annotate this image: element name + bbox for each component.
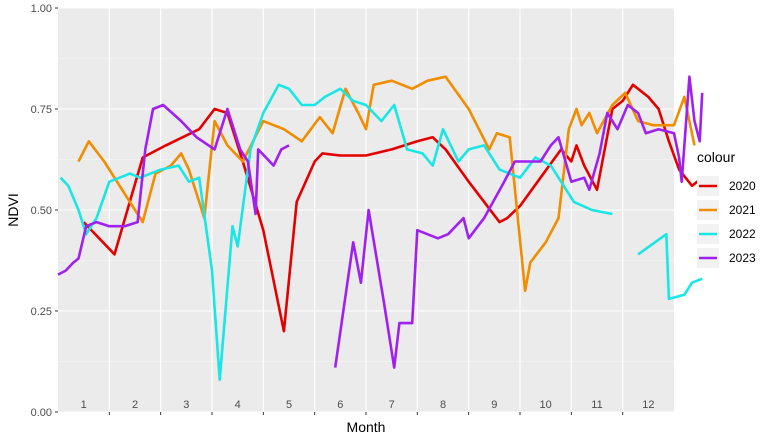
series-2021 [77,75,696,293]
series-line-2023 [57,103,290,276]
y-tick-label: 0.50 [31,205,52,217]
series-line-2022 [59,83,613,381]
series-2022 [59,83,703,381]
month-label: 4 [235,399,241,411]
y-tick-label: 0.00 [31,407,52,419]
month-label: 2 [132,399,138,411]
x-axis-title: Month [347,419,386,435]
month-label: 10 [540,399,552,411]
y-tick-label: 0.75 [31,104,52,116]
y-tick-label: 1.00 [31,3,52,15]
month-label: 11 [591,399,602,411]
month-label: 9 [491,399,497,411]
legend-label-2021: 2021 [729,203,756,217]
y-tick-label: 0.25 [31,306,52,318]
series-layer [57,75,704,381]
legend-label-2020: 2020 [729,179,756,193]
month-label: 12 [642,399,654,411]
series-2023 [57,75,704,369]
month-label: 7 [389,399,395,411]
legend: colour 2020 2021 2022 2023 [697,149,756,268]
month-label: 1 [81,399,87,411]
x-axis [108,412,624,415]
grid-major [58,7,674,413]
month-label: 6 [337,399,343,411]
y-axis-title: NDVI [5,193,21,226]
month-label: 5 [286,399,292,411]
series-line-2022 [637,232,703,301]
y-axis: 0.00 0.25 0.50 0.75 1.00 [31,3,58,419]
series-line-2021 [77,75,696,293]
legend-title: colour [697,149,735,165]
month-label: 3 [183,399,189,411]
legend-label-2023: 2023 [729,251,756,265]
month-labels: 1 2 3 4 5 6 7 8 9 10 11 12 [81,399,655,411]
month-label: 8 [440,399,446,411]
legend-label-2022: 2022 [729,227,756,241]
series-line-2023 [333,75,704,369]
